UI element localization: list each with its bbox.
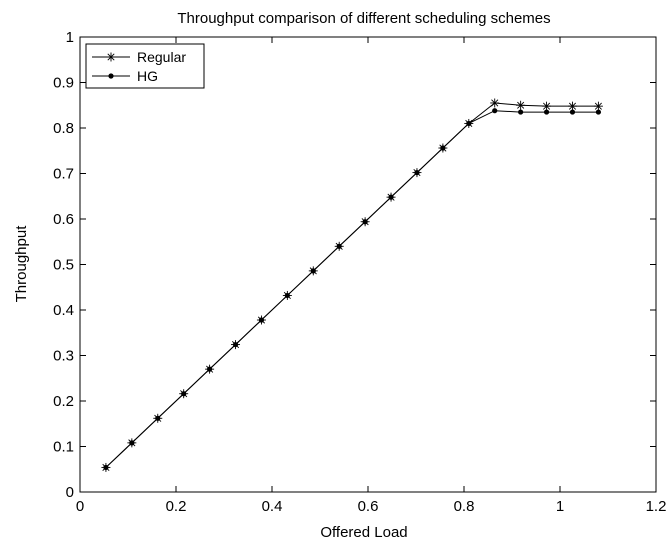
y-tick-label: 0.5 xyxy=(53,257,74,274)
x-axis-label: Offered Load xyxy=(320,524,407,541)
legend-regular-label: Regular xyxy=(137,49,186,65)
y-tick-label: 0.3 xyxy=(53,348,74,365)
point-hg xyxy=(284,292,290,299)
point-hg xyxy=(362,219,368,225)
y-tick-label: 0.2 xyxy=(53,393,74,410)
point-regular-stroke xyxy=(491,99,499,107)
point-regular-stroke xyxy=(594,102,602,110)
point-hg xyxy=(543,109,550,115)
point-regular-stroke xyxy=(517,101,525,109)
legend-regular-asterisk xyxy=(106,52,116,62)
legend: Regular HG xyxy=(85,43,205,89)
series-layer xyxy=(101,98,603,472)
point-hg xyxy=(103,464,109,471)
point-hg xyxy=(129,440,135,446)
x-tick-label: 0.4 xyxy=(262,498,283,515)
point-hg xyxy=(258,317,265,323)
legend-regular-marker xyxy=(106,52,116,62)
point-hg xyxy=(181,391,187,397)
point-hg xyxy=(492,108,498,114)
y-tick-label: 0.1 xyxy=(53,439,74,456)
point-regular xyxy=(593,101,603,111)
y-tick-label: 0.8 xyxy=(53,120,74,137)
x-tick-label: 1 xyxy=(556,498,564,515)
point-hg xyxy=(569,109,576,115)
y-tick-label: 0.4 xyxy=(53,302,74,319)
legend-regular-asterisk-stroke xyxy=(107,53,115,61)
y-tick-label: 0.7 xyxy=(53,166,74,183)
point-hg xyxy=(595,109,602,115)
point-hg xyxy=(440,145,446,151)
x-tick-label: 0.8 xyxy=(454,498,475,515)
point-regular xyxy=(516,100,526,110)
point-regular-stroke xyxy=(568,102,577,110)
point-regular xyxy=(567,101,577,111)
series-line-hg xyxy=(105,110,599,468)
point-hg xyxy=(388,194,394,200)
legend-box xyxy=(85,43,205,89)
y-axis-label: Throughput xyxy=(13,225,30,303)
point-regular xyxy=(542,101,552,111)
point-hg xyxy=(518,109,524,115)
point-hg xyxy=(207,366,213,372)
point-hg xyxy=(155,415,161,421)
axis-ticks: 0 0.2 0.4 0.6 0.8 1 1.2 0 0.1 0.2 0.3 0.4 0.5 0.6 0.7 0… xyxy=(53,29,666,515)
plot-area xyxy=(79,36,657,493)
x-tick-label: 0.2 xyxy=(166,498,187,515)
legend-hg-label: HG xyxy=(137,68,158,84)
point-hg xyxy=(310,268,316,274)
y-tick-label: 0.9 xyxy=(53,75,74,92)
x-tick-label: 0 xyxy=(76,498,84,515)
point-hg xyxy=(466,120,472,127)
point-hg xyxy=(414,169,420,176)
chart-title: Throughput comparison of different sched… xyxy=(177,10,550,27)
point-regular xyxy=(490,98,500,108)
x-tick-label: 0.6 xyxy=(358,498,379,515)
y-tick-label: 0.6 xyxy=(53,211,74,228)
x-tick-label: 1.2 xyxy=(646,498,667,515)
point-regular-stroke xyxy=(543,102,551,110)
legend-hg-marker xyxy=(108,73,114,79)
y-tick-label: 0 xyxy=(66,484,74,501)
point-hg xyxy=(232,341,239,348)
point-hg xyxy=(336,243,342,249)
y-tick-label: 1 xyxy=(66,29,74,46)
